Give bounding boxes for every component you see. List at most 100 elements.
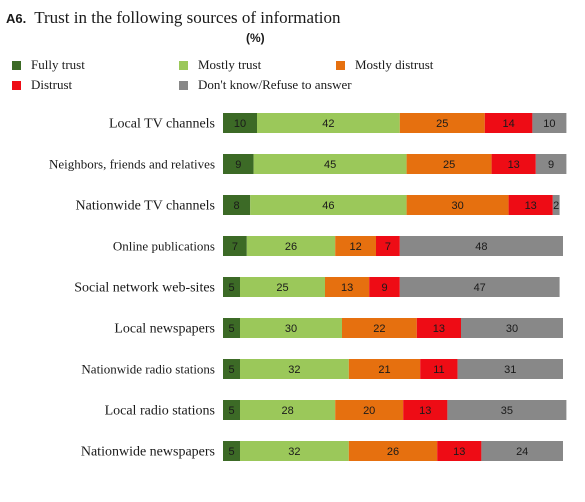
bar-segment <box>223 359 240 379</box>
bar-value-label: 32 <box>288 446 300 458</box>
bar-segment <box>223 318 240 338</box>
legend-item-mostly-distrust: Mostly distrust <box>336 57 433 73</box>
bar-value-label: 9 <box>235 159 241 171</box>
bar-segment <box>406 154 492 174</box>
bar-segment <box>223 441 240 461</box>
legend-swatch <box>336 60 345 70</box>
bar-value-label: 26 <box>387 446 399 458</box>
bar-segment <box>399 113 485 133</box>
bar-value-label: 42 <box>322 118 334 130</box>
bar-value-label: 25 <box>436 118 448 130</box>
bar-value-label: 5 <box>228 405 234 417</box>
legend-item-distrust: Distrust <box>12 77 72 93</box>
bar-segment <box>223 154 254 174</box>
bar-value-label: 46 <box>322 200 334 212</box>
bar-value-label: 35 <box>501 405 513 417</box>
bar-segment <box>246 236 336 256</box>
bar-value-label: 30 <box>506 323 518 335</box>
category-label: Social network web-sites <box>74 281 215 296</box>
chart-unit: (%) <box>246 31 265 45</box>
bar-value-label: 26 <box>285 241 297 253</box>
bar-segment <box>491 154 536 174</box>
bar-value-label: 48 <box>475 241 487 253</box>
chart-title: A6. Trust in the following sources of in… <box>6 8 341 28</box>
bar-segment <box>399 236 563 256</box>
bar-segment <box>335 400 404 420</box>
bar-value-label: 8 <box>234 200 240 212</box>
bar-segment <box>250 195 407 215</box>
bar-segment <box>223 400 240 420</box>
bar-segment <box>253 154 407 174</box>
legend-swatch <box>179 80 188 90</box>
bar-segment <box>342 318 417 338</box>
bar-segment <box>535 154 567 174</box>
bar-segment <box>240 359 349 379</box>
bar-value-label: 13 <box>508 159 520 171</box>
legend-swatch <box>179 60 188 70</box>
bar-segment <box>416 318 461 338</box>
bar-value-label: 22 <box>373 323 385 335</box>
bar-value-label: 5 <box>228 323 234 335</box>
legend-label: Mostly trust <box>198 57 262 72</box>
bar-value-label: 21 <box>378 364 390 376</box>
chart-title-text: Trust in the following sources of inform… <box>34 8 341 27</box>
legend-label: Don't know/Refuse to answer <box>198 77 352 92</box>
bar-segment <box>552 195 560 215</box>
legend-swatch <box>12 80 21 90</box>
bar-segment <box>532 113 567 133</box>
legend-label: Fully trust <box>31 57 85 72</box>
bar-value-label: 13 <box>419 405 431 417</box>
bar-segment <box>403 400 448 420</box>
legend-item-mostly-trust: Mostly trust <box>179 57 261 73</box>
bar-segment <box>240 277 325 297</box>
category-label: Local TV channels <box>109 117 215 132</box>
bar-value-label: 13 <box>433 323 445 335</box>
chart-legend: Fully trust Mostly trust Mostly distrust… <box>0 0 585 100</box>
category-label: Neighbors, friends and relatives <box>49 157 215 172</box>
bar-segment <box>481 441 563 461</box>
bar-value-label: 14 <box>502 118 514 130</box>
bar-segment <box>348 441 438 461</box>
bar-segment <box>461 318 563 338</box>
bar-segment <box>325 277 370 297</box>
bar-value-label: 9 <box>381 282 387 294</box>
bar-segment <box>240 400 336 420</box>
bar-segment <box>240 441 349 461</box>
bar-value-label: 47 <box>474 282 486 294</box>
bar-segment <box>223 113 257 133</box>
bar-value-label: 31 <box>504 364 516 376</box>
bar-value-label: 25 <box>276 282 288 294</box>
category-label: Online publications <box>113 239 215 254</box>
bar-value-label: 10 <box>234 118 246 130</box>
bar-value-label: 10 <box>543 118 555 130</box>
bar-value-label: 5 <box>228 282 234 294</box>
bar-segment <box>223 236 247 256</box>
bar-value-label: 20 <box>363 405 375 417</box>
bar-value-label: 30 <box>285 323 297 335</box>
bar-value-label: 5 <box>228 446 234 458</box>
legend-swatch <box>12 60 21 70</box>
bar-value-label: 11 <box>433 364 444 376</box>
bar-value-label: 30 <box>451 200 463 212</box>
category-label: Nationwide newspapers <box>81 445 215 460</box>
bar-segment <box>335 236 376 256</box>
bar-segment <box>457 359 563 379</box>
bar-value-label: 13 <box>525 200 537 212</box>
bar-value-label: 7 <box>385 241 391 253</box>
legend-item-dont-know: Don't know/Refuse to answer <box>179 77 352 93</box>
bar-value-label: 13 <box>341 282 353 294</box>
bar-segment <box>484 113 533 133</box>
bar-value-label: 25 <box>443 159 455 171</box>
bar-segment <box>223 195 251 215</box>
bar-value-label: 7 <box>232 241 238 253</box>
bar-segment <box>406 195 509 215</box>
bar-segment <box>376 236 400 256</box>
legend-label: Distrust <box>31 77 73 92</box>
bar-value-label: 2 <box>553 200 559 212</box>
legend-item-fully-trust: Fully trust <box>12 57 85 73</box>
bar-segment <box>399 277 560 297</box>
bar-segment <box>240 318 342 338</box>
bar-value-label: 13 <box>453 446 465 458</box>
bar-segment <box>369 277 400 297</box>
